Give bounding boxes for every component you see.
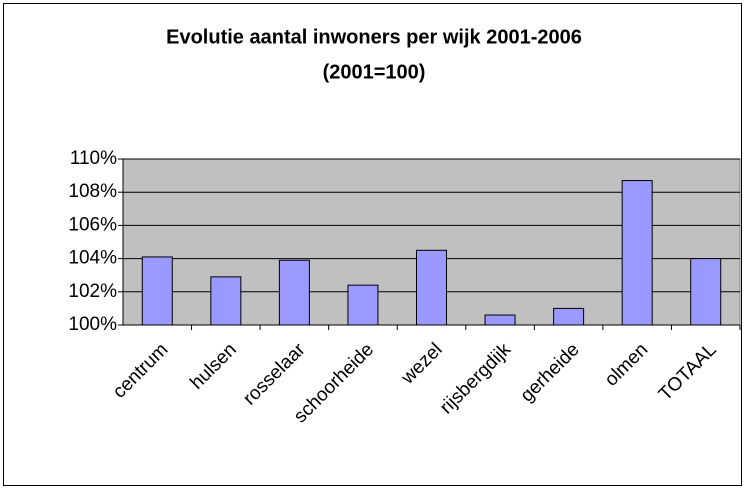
- bar: [347, 284, 379, 326]
- chart-subtitle: (2001=100): [323, 61, 426, 83]
- bar: [141, 256, 173, 326]
- y-tick-label: 104%: [68, 248, 117, 269]
- y-tick-label: 102%: [68, 281, 117, 302]
- bar: [210, 276, 242, 326]
- y-tick-label: 110%: [70, 148, 117, 169]
- bar: [416, 249, 447, 326]
- bar: [278, 259, 310, 326]
- y-tick-label: 108%: [68, 181, 117, 202]
- bar: [553, 307, 585, 326]
- bar: [690, 258, 722, 326]
- y-tick-label: 100%: [68, 314, 117, 335]
- bar: [484, 314, 516, 326]
- y-tick-label: 106%: [68, 214, 117, 235]
- chart-title: Evolutie aantal inwoners per wijk 2001-2…: [166, 26, 582, 48]
- bar: [621, 180, 653, 326]
